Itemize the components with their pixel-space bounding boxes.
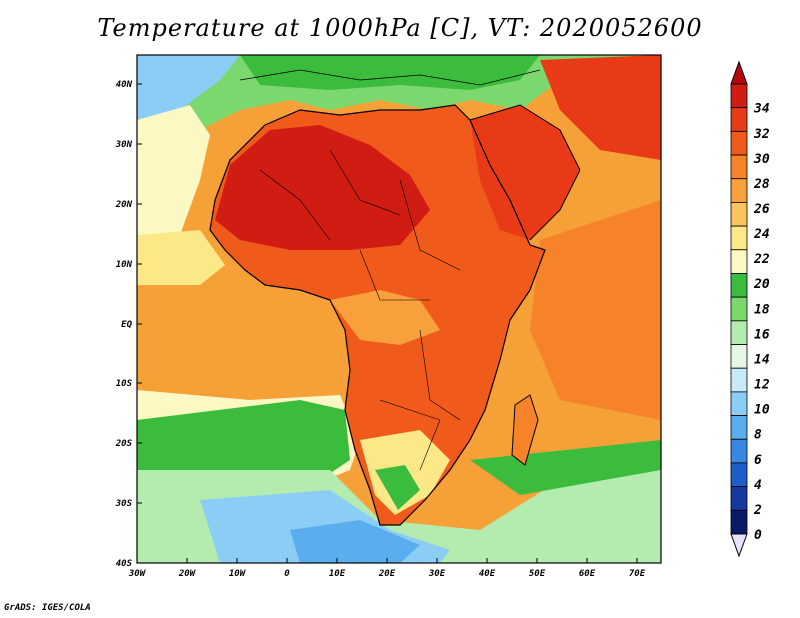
- colorbar-label: 0: [754, 528, 762, 543]
- colorbar-top-arrow: [730, 60, 748, 85]
- colorbar-label: 10: [754, 403, 770, 418]
- colorbar-segment: [730, 130, 748, 156]
- colorbar-bottom-arrow: [730, 533, 748, 558]
- north-atlantic-cool: [137, 55, 240, 120]
- colorbar-label: 6: [754, 453, 762, 468]
- colorbar-label: 16: [754, 327, 770, 342]
- atlantic-tropic-yellow: [137, 230, 225, 285]
- atlantic-yellow: [137, 105, 210, 240]
- indian-ocean-warm: [530, 200, 661, 420]
- y-axis: 40N 30N 20N 10N EQ 10S 20S 30S 40S: [115, 80, 142, 569]
- colorbar-label: 30: [753, 152, 770, 167]
- y-tick-label: 30S: [115, 499, 133, 509]
- colorbar-segment: [730, 462, 748, 488]
- madagascar: [512, 395, 538, 465]
- colorbar-segment: [730, 296, 748, 322]
- central-africa-mild: [330, 290, 440, 345]
- colorbar-segment: [730, 107, 748, 132]
- plot-title: Temperature at 1000hPa [C], VT: 20200526…: [97, 14, 703, 42]
- colorbar-label: 2: [753, 503, 762, 518]
- x-tick-label: 10W: [229, 569, 247, 579]
- colorbar-segment: [730, 225, 748, 251]
- y-tick-label: 40N: [116, 80, 133, 90]
- colorbar-label: 20: [753, 277, 770, 292]
- europe-coastline: [239, 69, 541, 86]
- country-borders: [259, 149, 461, 471]
- colorbar-label: 4: [754, 478, 762, 493]
- middle-east: [540, 55, 661, 160]
- colorbar-label: 14: [754, 352, 770, 367]
- colorbar-label: 12: [754, 378, 770, 393]
- colorbar-segment: [730, 202, 748, 227]
- colorbar-segment: [730, 367, 748, 393]
- colorbar-segment: [730, 178, 748, 203]
- y-tick-label: 30N: [115, 140, 133, 150]
- colorbar-label: 18: [754, 302, 770, 317]
- x-tick-label: 40E: [479, 569, 496, 579]
- colorbar-segment: [730, 83, 748, 109]
- x-tick-label: 30E: [428, 569, 446, 579]
- colorbar-segment: [730, 486, 748, 511]
- sahara-hot-core: [215, 125, 430, 250]
- madagascar-coastline: [511, 394, 539, 466]
- y-tick-label: 40S: [116, 559, 133, 569]
- colorbar-segment: [730, 273, 748, 298]
- arabia: [470, 105, 580, 240]
- y-tick-label: 20S: [115, 439, 133, 449]
- map-frame: [136, 54, 662, 564]
- colorbar-label: 28: [753, 177, 770, 192]
- x-tick-label: 60E: [579, 569, 596, 579]
- colorbar-label: 24: [753, 227, 770, 242]
- south-colder-blue: [290, 520, 420, 563]
- colorbar-segment: [730, 391, 748, 416]
- colorbar-label: 34: [753, 102, 770, 117]
- colorbar-label: 32: [753, 127, 770, 142]
- x-tick-label: 0: [284, 569, 290, 579]
- colorbar-segment: [730, 415, 748, 440]
- x-tick-label: 20E: [378, 569, 396, 579]
- y-tick-label: 10S: [116, 379, 133, 389]
- x-axis: 30W 20W 10W 0 10E 20E 30E 40E 50E 60E 70…: [128, 558, 646, 579]
- x-tick-label: 50E: [529, 569, 546, 579]
- colorbar-segment: [730, 320, 748, 345]
- colorbar-segment: [730, 509, 748, 535]
- y-tick-label: EQ: [121, 320, 132, 330]
- x-tick-label: 70E: [629, 569, 646, 579]
- x-tick-label: 20W: [178, 569, 197, 579]
- x-tick-label: 10E: [329, 569, 346, 579]
- southeast-green-band: [470, 440, 661, 495]
- colorbar-label: 26: [753, 202, 770, 217]
- south-atlantic-green: [137, 400, 350, 480]
- europe-green: [240, 55, 540, 90]
- colorbar-label: 8: [754, 428, 762, 443]
- temperature-field: [137, 55, 661, 563]
- colorbar-segment: [730, 438, 748, 464]
- colorbar-segment: [730, 249, 748, 274]
- colorbar-segment: [730, 344, 748, 369]
- south-africa-green: [375, 465, 420, 510]
- colorbar-label: 22: [753, 252, 770, 267]
- y-tick-label: 20N: [115, 200, 133, 210]
- credit-text: GrADS: IGES/COLA: [4, 603, 91, 613]
- africa-coastline: [209, 104, 546, 526]
- colorbar-segment: [730, 154, 748, 180]
- y-tick-label: 10N: [116, 260, 133, 270]
- x-tick-label: 30W: [128, 569, 147, 579]
- arabia-coastline: [469, 104, 581, 241]
